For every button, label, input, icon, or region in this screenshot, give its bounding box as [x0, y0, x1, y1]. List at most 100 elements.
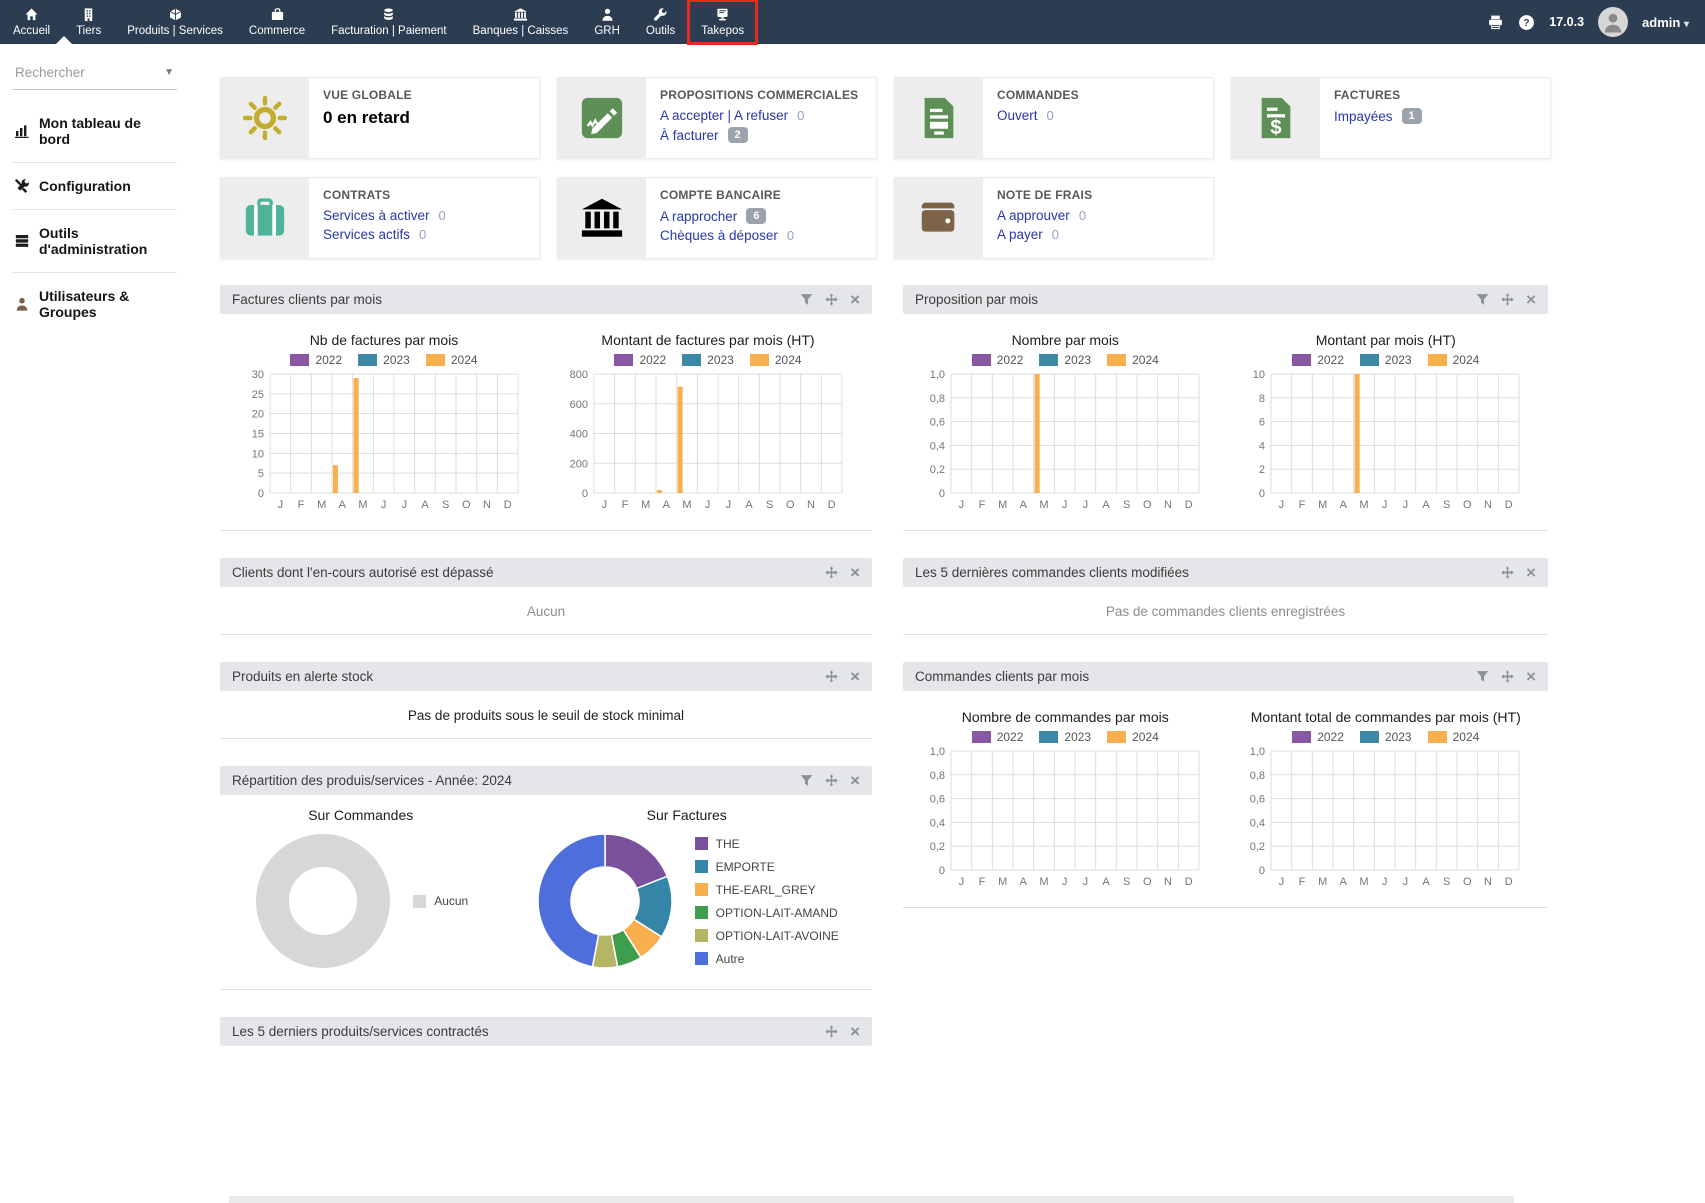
legend-swatch: [358, 354, 377, 366]
move-icon[interactable]: [825, 774, 838, 787]
search-input[interactable]: Rechercher ▼: [12, 60, 177, 90]
move-icon[interactable]: [825, 670, 838, 683]
nav-item-label: Outils: [646, 25, 675, 37]
move-icon[interactable]: [825, 1025, 838, 1038]
chart-legend: 202220232024: [913, 730, 1218, 744]
card-link[interactable]: Services à activer: [323, 208, 430, 223]
card-link[interactable]: A accepter | A refuser: [660, 108, 788, 123]
svg-text:4: 4: [1259, 440, 1265, 452]
widget-body: Nombre par mois2022202320241,00,80,60,40…: [903, 314, 1548, 531]
nav-item-produits-services[interactable]: Produits | Services: [114, 0, 236, 44]
card-link[interactable]: Ouvert: [997, 108, 1038, 123]
card-count: 0: [797, 108, 804, 123]
card-badge[interactable]: 6: [746, 208, 766, 224]
person-icon: [600, 7, 615, 22]
cutoff-row-strip: [229, 1196, 1514, 1203]
close-icon[interactable]: ×: [1526, 566, 1536, 579]
widget-icons: ×: [800, 293, 860, 306]
nav-item-facturation-paiement[interactable]: Facturation | Paiement: [318, 0, 460, 44]
card-link[interactable]: Chèques à déposer: [660, 228, 778, 243]
card-count: 0: [1079, 208, 1086, 223]
nav-item-takepos[interactable]: Takepos: [688, 0, 757, 44]
legend-label: Autre: [716, 952, 745, 966]
user-icon: [14, 296, 30, 312]
close-icon[interactable]: ×: [850, 1025, 860, 1038]
bar-chart-canvas: 1,00,80,60,40,20JFMAMJJASOND: [913, 746, 1205, 896]
legend-item: OPTION-LAIT-AVOINE: [695, 929, 839, 943]
filter-icon[interactable]: [1476, 670, 1489, 683]
svg-text:J: J: [958, 499, 964, 511]
svg-text:M: M: [998, 499, 1007, 511]
widget-title: Produits en alerte stock: [232, 669, 373, 684]
print-icon[interactable]: [1487, 14, 1504, 31]
legend-label: OPTION-LAIT-AVOINE: [716, 929, 839, 943]
card-link[interactable]: A payer: [997, 227, 1043, 242]
card-link[interactable]: A rapprocher: [660, 209, 737, 224]
nav-item-accueil[interactable]: Accueil: [0, 0, 63, 44]
bar-chart-icon: [14, 123, 30, 139]
widget-header: Clients dont l'en-cours autorisé est dép…: [220, 558, 872, 587]
svg-text:1,0: 1,0: [929, 746, 944, 758]
charts-row: Nombre de commandes par mois202220232024…: [903, 691, 1548, 907]
svg-text:0,8: 0,8: [929, 770, 944, 782]
legend-label: THE-EARL_GREY: [716, 883, 816, 897]
legend-swatch: [1292, 731, 1311, 743]
widget-body: Aucun: [220, 587, 872, 635]
card-note-de-frais: NOTE DE FRAISA approuver0A payer0: [894, 177, 1214, 259]
card-vue-globale: VUE GLOBALE0 en retard: [220, 77, 540, 159]
chevron-down-icon: ▼: [164, 67, 174, 78]
card-link[interactable]: Services actifs: [323, 227, 410, 242]
nav-item-banques-caisses[interactable]: Banques | Caisses: [460, 0, 582, 44]
svg-text:N: N: [807, 499, 815, 511]
widget-header: Factures clients par mois×: [220, 285, 872, 314]
bar-chart-canvas: 8006004002000JFMAMJJASOND: [556, 369, 848, 519]
close-icon[interactable]: ×: [850, 670, 860, 683]
svg-text:J: J: [1062, 876, 1068, 888]
card-count: 0: [1052, 227, 1059, 242]
nav-item-grh[interactable]: GRH: [581, 0, 633, 44]
move-icon[interactable]: [825, 293, 838, 306]
chart-title: Montant par mois (HT): [1233, 332, 1538, 348]
legend-swatch: [1292, 354, 1311, 366]
legend-label: EMPORTE: [716, 860, 775, 874]
pos-icon: [715, 7, 730, 22]
sidebar-item-label: Mon tableau de bord: [39, 115, 175, 147]
filter-icon[interactable]: [800, 774, 813, 787]
close-icon[interactable]: ×: [1526, 293, 1536, 306]
close-icon[interactable]: ×: [850, 566, 860, 579]
move-icon[interactable]: [1501, 566, 1514, 579]
svg-text:J: J: [601, 499, 607, 511]
svg-text:200: 200: [569, 458, 587, 470]
help-icon[interactable]: ?: [1518, 14, 1535, 31]
avatar[interactable]: [1598, 7, 1628, 37]
sidebar-item-users-groups[interactable]: Utilisateurs & Groupes: [12, 273, 177, 335]
card-link[interactable]: À facturer: [660, 128, 719, 143]
legend-swatch: [1107, 354, 1126, 366]
sidebar-item-configuration[interactable]: Configuration: [12, 163, 177, 210]
filter-icon[interactable]: [800, 293, 813, 306]
move-icon[interactable]: [1501, 670, 1514, 683]
chart-donut-factures: Sur FacturesTHEEMPORTETHE-EARL_GREYOPTIO…: [535, 807, 839, 971]
svg-text:600: 600: [569, 399, 587, 411]
sidebar-item-dashboard[interactable]: Mon tableau de bord: [12, 100, 177, 163]
close-icon[interactable]: ×: [850, 293, 860, 306]
nav-item-label: Facturation | Paiement: [331, 25, 447, 37]
legend-item: 2024: [1107, 730, 1159, 744]
user-menu[interactable]: admin ▾: [1642, 15, 1689, 30]
filter-icon[interactable]: [1476, 293, 1489, 306]
legend-item: 2023: [1039, 353, 1091, 367]
nav-item-commerce[interactable]: Commerce: [236, 0, 318, 44]
card-badge[interactable]: 2: [728, 127, 748, 143]
move-icon[interactable]: [1501, 293, 1514, 306]
nav-item-outils[interactable]: Outils: [633, 0, 688, 44]
card-badge[interactable]: 1: [1402, 108, 1422, 124]
svg-text:0,4: 0,4: [1250, 817, 1265, 829]
card-link[interactable]: A approuver: [997, 208, 1070, 223]
card-link[interactable]: Impayées: [1334, 109, 1393, 124]
sidebar-item-admin-tools[interactable]: Outils d'administration: [12, 210, 177, 273]
svg-text:O: O: [1463, 876, 1472, 888]
move-icon[interactable]: [825, 566, 838, 579]
svg-text:M: M: [1039, 499, 1048, 511]
close-icon[interactable]: ×: [850, 774, 860, 787]
close-icon[interactable]: ×: [1526, 670, 1536, 683]
